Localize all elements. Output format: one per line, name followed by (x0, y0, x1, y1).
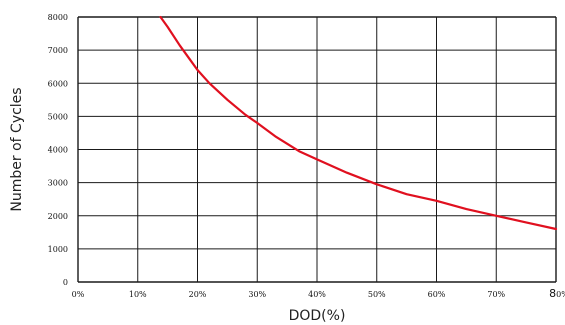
y-tick-label: 8000 (48, 13, 68, 22)
y-tick-label: 3000 (48, 179, 68, 188)
x-tick-label: 80% (549, 287, 565, 300)
x-tick-label: 60% (428, 290, 446, 299)
x-tick-label: 70% (487, 290, 505, 299)
x-tick-label: 40% (308, 290, 326, 299)
series-line (159, 15, 558, 231)
y-tick-labels: 0 1000 2000 3000 4000 5000 6000 7000 8000 (48, 13, 68, 287)
y-tick-label: 1000 (48, 245, 68, 254)
series (159, 15, 558, 231)
x-tick-label: 20% (189, 290, 207, 299)
y-axis-title: Number of Cycles (9, 87, 25, 211)
y-tick-label: 2000 (48, 212, 68, 221)
x-tick-label: 30% (248, 290, 266, 299)
y-tick-label: 6000 (48, 79, 68, 88)
x-tick-label: 0% (72, 290, 85, 299)
y-tick-label: 0 (63, 278, 68, 287)
x-tick-labels: 0% 10% 20% 30% 40% 50% 60% 70% 80% (72, 287, 565, 300)
y-tick-label: 4000 (48, 146, 68, 155)
x-axis-title: DOD(%) (289, 308, 346, 324)
x-tick-label: 50% (368, 290, 386, 299)
x-tick-label: 10% (129, 290, 147, 299)
y-tick-label: 7000 (48, 46, 68, 55)
grid (77, 16, 557, 283)
y-tick-label: 5000 (48, 112, 68, 121)
